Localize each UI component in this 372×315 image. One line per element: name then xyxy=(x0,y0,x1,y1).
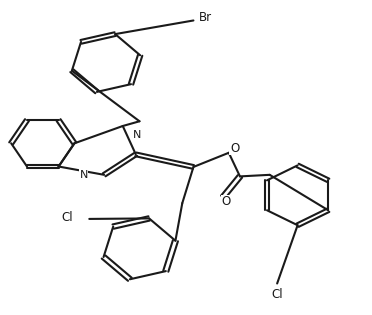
Text: Cl: Cl xyxy=(61,211,73,224)
Text: Br: Br xyxy=(199,11,212,24)
Text: N: N xyxy=(133,130,141,140)
Text: O: O xyxy=(230,141,239,155)
Text: O: O xyxy=(221,195,231,208)
Text: N: N xyxy=(80,170,88,180)
Text: Cl: Cl xyxy=(271,288,283,301)
